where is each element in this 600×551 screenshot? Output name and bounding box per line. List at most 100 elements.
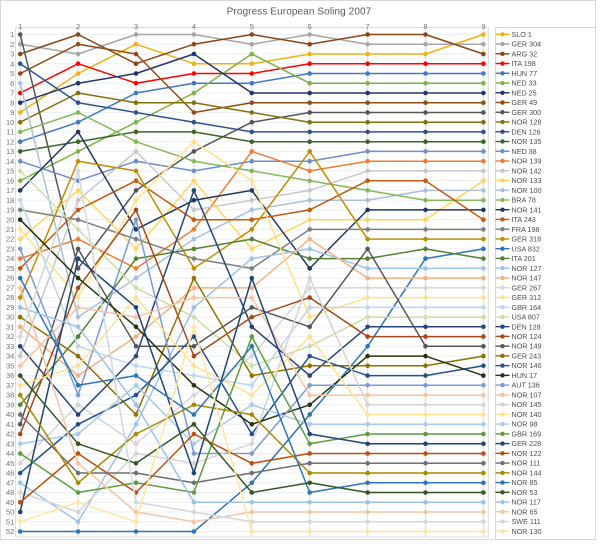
- svg-text:25: 25: [6, 264, 14, 273]
- svg-text:18: 18: [6, 196, 14, 205]
- svg-text:NOR 100: NOR 100: [512, 186, 542, 195]
- svg-text:10: 10: [6, 118, 14, 127]
- svg-text:6: 6: [10, 79, 14, 88]
- svg-text:2: 2: [10, 40, 14, 49]
- svg-text:HUN 17: HUN 17: [512, 371, 538, 380]
- svg-text:NOR 140: NOR 140: [512, 410, 542, 419]
- svg-text:39: 39: [6, 400, 14, 409]
- svg-text:AUT 136: AUT 136: [512, 381, 540, 390]
- svg-text:1: 1: [18, 22, 22, 31]
- svg-text:GER 304: GER 304: [512, 40, 542, 49]
- svg-text:2: 2: [76, 22, 80, 31]
- svg-text:8: 8: [10, 98, 14, 107]
- svg-text:GER 312: GER 312: [512, 293, 542, 302]
- svg-text:17: 17: [6, 186, 14, 195]
- svg-text:24: 24: [6, 254, 14, 263]
- svg-text:SWE 111: SWE 111: [512, 517, 541, 526]
- svg-text:GER 228: GER 228: [512, 439, 542, 448]
- svg-text:HUN 77: HUN 77: [512, 69, 538, 78]
- svg-text:33: 33: [6, 342, 14, 351]
- svg-text:49: 49: [6, 498, 14, 507]
- svg-text:BRA 78: BRA 78: [512, 196, 536, 205]
- svg-text:14: 14: [6, 157, 14, 166]
- svg-text:48: 48: [6, 488, 14, 497]
- svg-text:32: 32: [6, 332, 14, 341]
- svg-text:NOR 85: NOR 85: [512, 478, 538, 487]
- svg-text:NOR 145: NOR 145: [512, 400, 542, 409]
- svg-text:36: 36: [6, 371, 14, 380]
- svg-text:NOR 98: NOR 98: [512, 420, 538, 429]
- svg-text:52: 52: [6, 527, 14, 536]
- svg-text:FRA 198: FRA 198: [512, 225, 540, 234]
- svg-text:NED 25: NED 25: [512, 88, 537, 97]
- svg-text:5: 5: [10, 69, 14, 78]
- svg-text:NOR 53: NOR 53: [512, 488, 538, 497]
- svg-text:15: 15: [6, 167, 14, 176]
- svg-text:NOR 107: NOR 107: [512, 390, 542, 399]
- svg-text:NOR 142: NOR 142: [512, 166, 542, 175]
- svg-text:3: 3: [134, 22, 138, 31]
- svg-text:1: 1: [10, 30, 14, 39]
- svg-text:20: 20: [6, 215, 14, 224]
- svg-text:SLO 1: SLO 1: [512, 30, 532, 39]
- svg-text:NED 38: NED 38: [512, 147, 537, 156]
- svg-text:7: 7: [366, 22, 370, 31]
- svg-text:9: 9: [481, 22, 485, 31]
- svg-text:GER 267: GER 267: [512, 283, 542, 292]
- svg-text:28: 28: [6, 293, 14, 302]
- svg-text:11: 11: [7, 128, 15, 137]
- svg-text:ITA 201: ITA 201: [512, 254, 536, 263]
- svg-text:50: 50: [6, 508, 14, 517]
- svg-text:43: 43: [6, 439, 14, 448]
- svg-text:41: 41: [6, 420, 14, 429]
- svg-text:22: 22: [6, 235, 14, 244]
- svg-text:ARG 32: ARG 32: [512, 49, 538, 58]
- svg-text:31: 31: [6, 322, 14, 331]
- svg-text:45: 45: [6, 459, 14, 468]
- svg-text:NOR 124: NOR 124: [512, 332, 542, 341]
- svg-text:19: 19: [6, 206, 14, 215]
- svg-text:GER 49: GER 49: [512, 98, 538, 107]
- svg-text:16: 16: [6, 176, 14, 185]
- svg-text:9: 9: [10, 108, 14, 117]
- svg-text:NOR 133: NOR 133: [512, 176, 542, 185]
- svg-text:NOR 147: NOR 147: [512, 274, 542, 283]
- svg-text:ITA 198: ITA 198: [512, 59, 536, 68]
- svg-text:NOR 117: NOR 117: [512, 498, 541, 507]
- svg-text:GER 243: GER 243: [512, 351, 542, 360]
- svg-text:GBR 164: GBR 164: [512, 303, 542, 312]
- svg-text:21: 21: [6, 225, 14, 234]
- svg-text:NOR 144: NOR 144: [512, 468, 542, 477]
- svg-text:38: 38: [6, 391, 14, 400]
- svg-text:4: 4: [10, 59, 14, 68]
- svg-text:NED 33: NED 33: [512, 79, 537, 88]
- svg-text:ITA 243: ITA 243: [512, 215, 536, 224]
- svg-text:23: 23: [6, 244, 14, 253]
- svg-text:42: 42: [6, 430, 14, 439]
- svg-text:NOR 135: NOR 135: [512, 137, 542, 146]
- svg-text:4: 4: [192, 22, 196, 31]
- svg-text:NOR 111: NOR 111: [512, 459, 541, 468]
- svg-text:5: 5: [250, 22, 254, 31]
- svg-text:NOR 146: NOR 146: [512, 361, 542, 370]
- svg-text:DEN 128: DEN 128: [512, 322, 541, 331]
- svg-text:NOR 122: NOR 122: [512, 449, 542, 458]
- svg-text:Progress European Soling 2007: Progress European Soling 2007: [227, 7, 372, 18]
- svg-text:37: 37: [6, 381, 14, 390]
- svg-text:NOR 139: NOR 139: [512, 157, 542, 166]
- svg-text:NOR 127: NOR 127: [512, 264, 542, 273]
- svg-text:12: 12: [6, 137, 14, 146]
- svg-text:46: 46: [6, 469, 14, 478]
- svg-text:USA 832: USA 832: [512, 244, 540, 253]
- svg-text:26: 26: [6, 274, 14, 283]
- svg-text:7: 7: [10, 89, 14, 98]
- svg-text:34: 34: [6, 352, 14, 361]
- svg-text:35: 35: [6, 361, 14, 370]
- svg-text:DEN 126: DEN 126: [512, 127, 541, 136]
- svg-text:NOR 65: NOR 65: [512, 507, 538, 516]
- svg-text:NOR 141: NOR 141: [512, 205, 542, 214]
- svg-text:44: 44: [6, 449, 14, 458]
- svg-text:27: 27: [6, 283, 14, 292]
- svg-text:NOR 128: NOR 128: [512, 118, 542, 127]
- svg-text:GBR 169: GBR 169: [512, 429, 542, 438]
